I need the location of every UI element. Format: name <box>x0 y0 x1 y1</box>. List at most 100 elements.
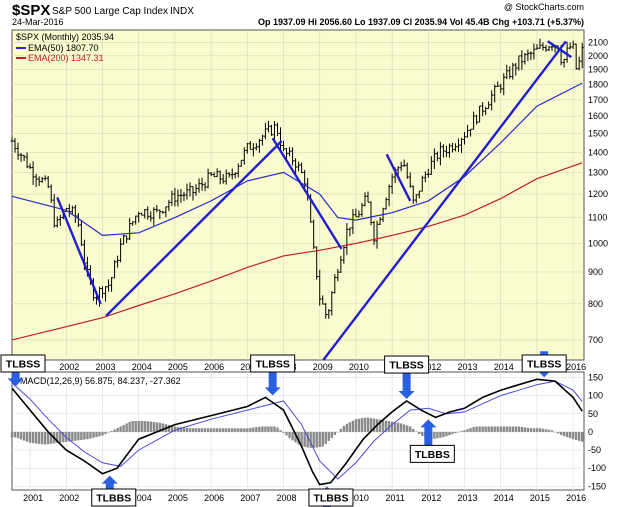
macd-x-tick-label: 2014 <box>494 493 514 503</box>
price-x-tick-label: 2012 <box>421 362 441 372</box>
macd-histogram-bar <box>384 420 388 432</box>
macd-histogram-bar <box>535 428 539 432</box>
macd-histogram-bar <box>143 421 146 432</box>
macd-histogram-bar <box>433 431 436 439</box>
tlbbs-callout: TLBBS <box>91 475 137 507</box>
macd-histogram-bar <box>71 431 74 442</box>
macd-histogram-bar <box>378 419 382 432</box>
macd-y-tick-label: 100 <box>588 391 603 401</box>
macd-histogram-bar <box>499 426 502 432</box>
macd-histogram-bar <box>547 429 551 432</box>
arrow-down-icon <box>398 373 415 400</box>
macd-histogram-bar <box>550 430 554 432</box>
callout-label: TLBSS <box>389 360 423 372</box>
callout-label: TLBBS <box>415 449 450 461</box>
macd-histogram-bar <box>288 431 291 439</box>
macd-histogram-bar <box>125 423 128 432</box>
macd-histogram-bar <box>152 421 155 432</box>
macd-histogram-bar <box>34 431 38 444</box>
macd-histogram-bar <box>339 428 343 432</box>
callout-label: TLBBS <box>96 493 131 505</box>
price-y-tick-label: 1100 <box>588 213 607 223</box>
macd-x-tick-label: 2016 <box>566 493 586 503</box>
macd-histogram-bar <box>173 426 177 432</box>
macd-annotations: TLBSS TLBBS TLBSS TLBBS TLBSS TLBBS TLBSS <box>0 351 567 507</box>
macd-histogram-bar <box>312 431 315 449</box>
macd-histogram-bar <box>246 428 249 432</box>
macd-histogram-bar <box>571 431 575 440</box>
macd-histogram-bar <box>387 421 391 432</box>
macd-histogram-bar <box>309 431 312 448</box>
macd-histogram-bar <box>574 431 578 441</box>
macd-histogram-bar <box>104 431 107 435</box>
macd-histogram-bar <box>523 427 527 432</box>
trendline <box>547 40 572 59</box>
macd-histogram-bar <box>231 428 234 432</box>
macd-histogram-bar <box>191 428 195 432</box>
macd-histogram-bar <box>351 420 355 432</box>
macd-histogram-bar <box>306 431 309 448</box>
macd-histogram-bar <box>113 429 116 432</box>
macd-histogram-bar <box>77 431 80 441</box>
macd-histogram-bar <box>80 431 83 441</box>
price-x-tick-label: 2003 <box>95 362 115 372</box>
tlbbs-callout: TLBBS <box>308 486 354 507</box>
macd-histogram-bar <box>228 428 231 432</box>
macd-histogram-bar <box>532 428 536 432</box>
macd-histogram-bar <box>224 428 228 432</box>
macd-histogram-bar <box>255 427 258 432</box>
macd-histogram-bar <box>107 431 110 433</box>
macd-x-tick-label: 2012 <box>421 493 441 503</box>
macd-histogram-bar <box>439 431 442 438</box>
macd-histogram-bar <box>197 428 201 432</box>
macd-histogram-bar <box>158 422 162 432</box>
price-x-tick-label: 2016 <box>566 362 586 372</box>
macd-histogram-bar <box>16 431 20 439</box>
macd-histogram-bar <box>396 422 400 432</box>
macd-histogram-bar <box>442 431 445 438</box>
macd-histogram-bar <box>454 431 457 434</box>
trendline <box>385 153 412 202</box>
macd-histogram-bar <box>264 426 267 432</box>
legend-ema200: EMA(200) 1347.31 <box>28 53 104 63</box>
macd-histogram-bar <box>43 431 47 445</box>
callout-label: TLBSS <box>527 359 561 371</box>
macd-histogram-bar <box>478 426 481 432</box>
macd-histogram-bar <box>22 431 26 441</box>
callout-box <box>308 488 354 507</box>
macd-histogram-bar <box>131 421 134 432</box>
price-y-tick-label: 700 <box>588 335 603 345</box>
macd-histogram-bar <box>315 431 318 448</box>
tlbbs-callout: TLBBS <box>409 419 455 463</box>
macd-histogram-bar <box>89 431 92 439</box>
tlbss-callout: TLBSS <box>250 354 296 396</box>
tlbss-callout: TLBSS <box>384 355 430 400</box>
macd-x-tick-label: 2002 <box>59 493 79 503</box>
trendline <box>105 140 283 317</box>
macd-histogram-bar <box>215 428 219 432</box>
macd-y-axis: -150 -100 -50 0 50 100 150 <box>588 372 606 491</box>
macd-histogram-bar <box>25 431 29 442</box>
macd-histogram-bar <box>393 422 397 432</box>
callout-box <box>409 444 455 463</box>
macd-histogram-bar <box>161 423 165 432</box>
price-x-tick-label: 2005 <box>168 362 188 372</box>
macd-histogram-bar <box>182 427 186 432</box>
macd-histogram-bar <box>517 426 521 432</box>
macd-histogram-bar <box>481 426 484 432</box>
macd-histogram-bar <box>577 431 581 441</box>
macd-histogram-bar <box>273 426 276 432</box>
macd-histogram-bar <box>559 431 563 435</box>
macd-histogram-bar <box>149 421 152 432</box>
macd-histogram-bar <box>13 431 17 438</box>
chart-date: 24-Mar-2016 <box>12 17 64 27</box>
macd-line <box>11 378 583 486</box>
price-x-tick-label: 2013 <box>458 362 478 372</box>
macd-histogram-bar <box>98 431 101 437</box>
macd-histogram-bar <box>74 431 77 441</box>
symbol: $SPX <box>12 2 50 19</box>
macd-x-tick-label: 2005 <box>168 493 188 503</box>
macd-histogram-bar <box>40 431 44 445</box>
price-x-axis: 2002200320042005200620072008200920102011… <box>59 362 586 372</box>
exchange: INDX <box>170 6 194 17</box>
